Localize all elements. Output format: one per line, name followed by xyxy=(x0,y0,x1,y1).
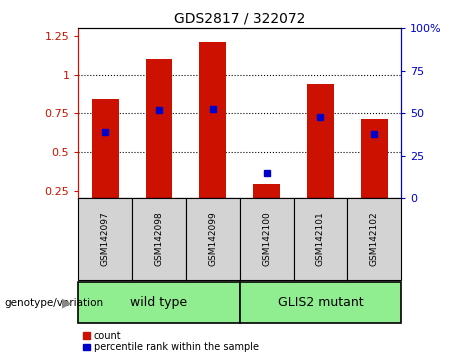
FancyBboxPatch shape xyxy=(240,198,294,280)
Bar xyxy=(307,84,334,198)
FancyBboxPatch shape xyxy=(294,198,347,280)
FancyBboxPatch shape xyxy=(347,198,401,280)
FancyBboxPatch shape xyxy=(132,198,186,280)
FancyBboxPatch shape xyxy=(186,198,240,280)
Text: ▶: ▶ xyxy=(62,296,71,309)
Text: genotype/variation: genotype/variation xyxy=(5,298,104,308)
Text: wild type: wild type xyxy=(130,296,188,309)
Title: GDS2817 / 322072: GDS2817 / 322072 xyxy=(174,12,305,26)
Text: GSM142100: GSM142100 xyxy=(262,212,271,266)
FancyBboxPatch shape xyxy=(78,198,132,280)
FancyBboxPatch shape xyxy=(240,282,401,324)
Text: GSM142097: GSM142097 xyxy=(101,212,110,266)
Bar xyxy=(361,119,388,198)
Bar xyxy=(253,184,280,198)
Text: GSM142098: GSM142098 xyxy=(154,212,164,266)
Text: GSM142102: GSM142102 xyxy=(370,212,378,266)
Bar xyxy=(92,99,118,198)
Legend: count, percentile rank within the sample: count, percentile rank within the sample xyxy=(83,331,259,353)
Text: GSM142099: GSM142099 xyxy=(208,212,217,266)
Text: GLIS2 mutant: GLIS2 mutant xyxy=(278,296,363,309)
Bar xyxy=(146,59,172,198)
Bar xyxy=(199,42,226,198)
Text: GSM142101: GSM142101 xyxy=(316,212,325,266)
FancyBboxPatch shape xyxy=(78,282,240,324)
